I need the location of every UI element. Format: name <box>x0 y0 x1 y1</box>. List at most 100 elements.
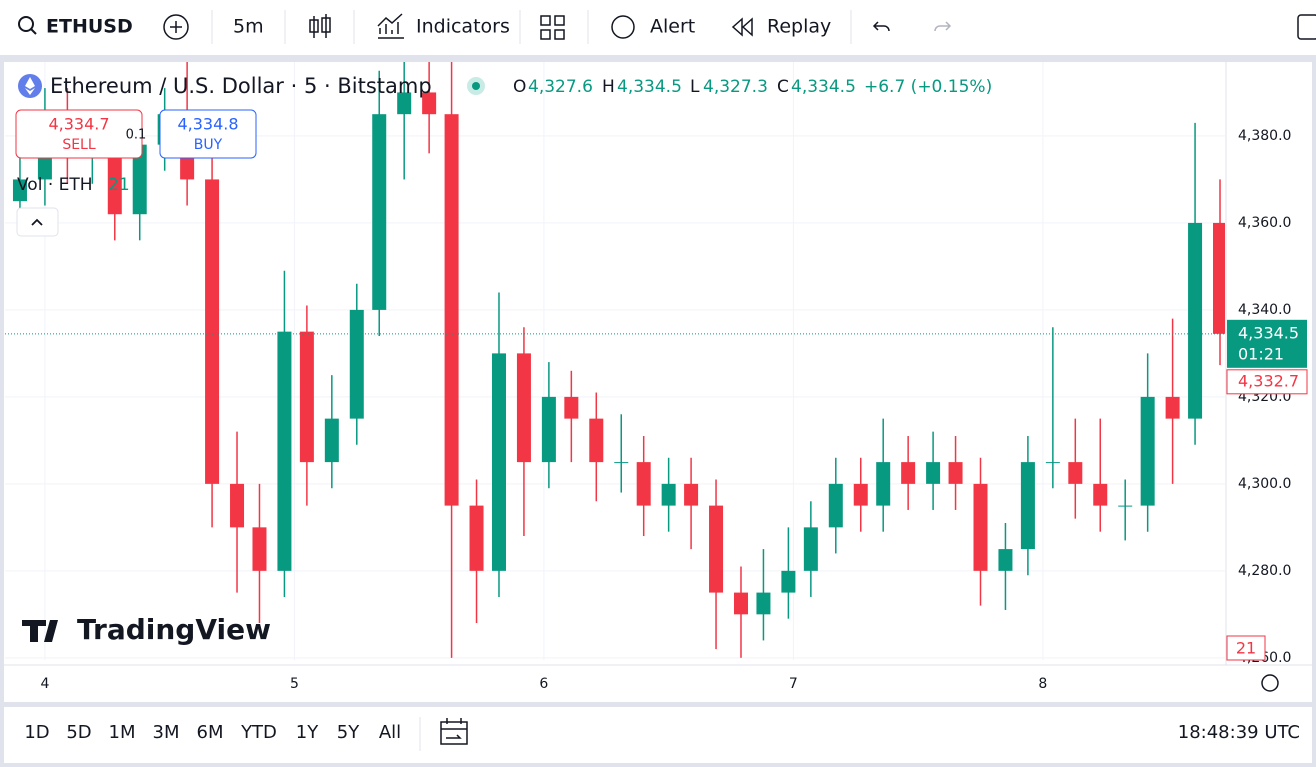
candle-body <box>444 114 459 506</box>
layout[interactable] <box>1297 14 1316 40</box>
add-symbol[interactable] <box>163 14 189 40</box>
candle-body <box>853 483 868 506</box>
y-tick-label: 4,340.0 <box>1238 302 1291 318</box>
candle-body <box>661 483 676 506</box>
x-tick-label: 6 <box>539 676 548 692</box>
candle-body <box>614 462 629 464</box>
spread: 0.1 <box>126 128 147 143</box>
candle-body <box>1093 483 1108 506</box>
indicators-icon <box>377 13 404 39</box>
redo[interactable] <box>934 21 952 32</box>
candle-body <box>828 483 843 528</box>
bid-box <box>1226 369 1308 395</box>
volume-label: Vol · ETH <box>17 175 93 195</box>
l-value: 4,327.3 <box>703 77 768 97</box>
market-dot <box>472 82 480 90</box>
go-to-date[interactable] <box>440 718 468 745</box>
last-price-label: 4,334.5 <box>1238 323 1299 342</box>
y-tick-label: 4,280.0 <box>1238 563 1291 579</box>
range-button[interactable]: 1M <box>109 722 136 743</box>
y-tick-label: 4,300.0 <box>1238 476 1291 492</box>
x-tick-label: 7 <box>789 676 798 692</box>
bottom-bar <box>4 707 1312 763</box>
candle-body <box>1188 222 1203 419</box>
candle-body <box>1140 396 1155 506</box>
candle-body <box>349 309 364 419</box>
candle-body <box>1213 222 1225 334</box>
candle-body <box>781 570 796 593</box>
o-key: O <box>513 77 526 97</box>
toolbar <box>0 0 1316 55</box>
range-button[interactable]: 1D <box>24 722 49 743</box>
undo[interactable] <box>872 21 890 32</box>
logo: TradingView <box>77 613 271 646</box>
ranges: 1D 5D 1M 3M 6M YTD 1Y 5Y All <box>24 722 401 743</box>
replay-icon <box>731 17 753 37</box>
candle-body <box>1020 462 1035 550</box>
bid-label: 4,332.7 <box>1238 371 1299 390</box>
buy-price: 4,334.8 <box>177 115 238 134</box>
chart-type[interactable] <box>309 14 331 38</box>
candle-body <box>973 483 988 571</box>
plot <box>5 62 1225 660</box>
templates[interactable] <box>540 15 565 40</box>
candle-body <box>756 592 771 615</box>
candle-body <box>901 462 916 484</box>
l-key: L <box>690 77 700 97</box>
candle-body <box>948 462 963 484</box>
buy-label: BUY <box>194 137 223 153</box>
candle-body <box>684 483 699 506</box>
symbol-search[interactable]: ETHUSD <box>18 16 133 38</box>
candle-body <box>299 331 314 463</box>
candle-body <box>1045 462 1060 464</box>
range-button[interactable]: All <box>379 722 401 743</box>
range-button[interactable]: 6M <box>197 722 224 743</box>
range-button[interactable]: 3M <box>153 722 180 743</box>
range-button[interactable]: YTD <box>240 722 277 743</box>
volume-value: 21 <box>108 175 130 195</box>
last-price-box <box>1227 319 1307 368</box>
countdown: 01:21 <box>1238 344 1284 363</box>
candle-body <box>469 505 484 571</box>
range-button[interactable]: 5D <box>66 722 91 743</box>
x-tick-label: 4 <box>40 676 49 692</box>
alert-icon <box>611 15 635 39</box>
indicators[interactable]: Indicators <box>416 16 510 38</box>
range-button[interactable]: 1Y <box>296 722 319 743</box>
replay[interactable]: Replay <box>767 16 831 38</box>
clock: 18:48:39 UTC <box>1178 722 1300 743</box>
c-value: 4,334.5 <box>791 77 856 97</box>
sell-price: 4,334.7 <box>48 115 109 134</box>
interval[interactable]: 5m <box>233 16 264 38</box>
buy-button[interactable] <box>159 109 257 159</box>
sell-button[interactable] <box>15 109 143 159</box>
symbol[interactable]: ETHUSD <box>46 16 133 38</box>
candle-body <box>709 505 724 593</box>
eth-glyph <box>25 77 35 95</box>
alert[interactable]: Alert <box>650 16 695 38</box>
volume-axis-label: 21 <box>1236 639 1256 658</box>
h-key: H <box>602 77 615 97</box>
range-button[interactable]: 5Y <box>337 722 360 743</box>
volume-box <box>1226 635 1266 661</box>
c-key: C <box>777 77 789 97</box>
candle-body <box>876 462 891 506</box>
candle-body <box>998 549 1013 571</box>
candle-body <box>1165 396 1180 419</box>
candle-body <box>564 396 579 419</box>
candle-body <box>252 527 267 571</box>
candle-body <box>132 144 147 215</box>
candle-body <box>636 462 651 506</box>
candle-body <box>205 179 220 484</box>
settings[interactable] <box>1261 674 1279 692</box>
sell-label: SELL <box>62 137 96 153</box>
candle-body <box>926 462 941 484</box>
change: +6.7 (+0.15%) <box>864 77 992 97</box>
candle-body <box>733 592 748 615</box>
candle-body <box>1118 505 1133 507</box>
collapse-legend[interactable] <box>16 207 59 237</box>
plus-icon <box>170 21 182 33</box>
candle-body <box>516 353 531 463</box>
